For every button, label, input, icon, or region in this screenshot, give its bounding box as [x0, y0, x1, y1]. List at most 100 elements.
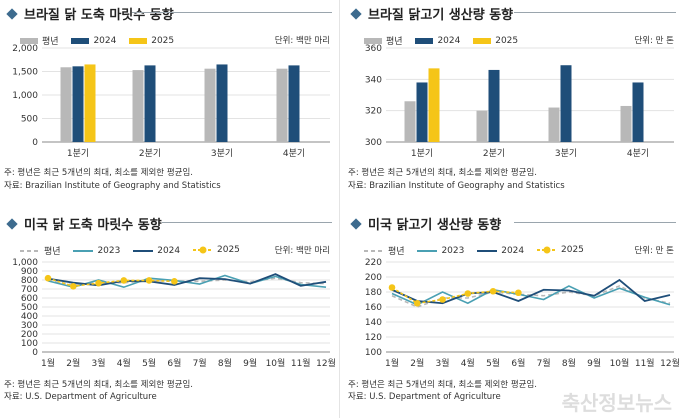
y-tick-label: 400 — [21, 312, 38, 322]
x-tick-label: 1분기 — [67, 148, 89, 159]
x-tick-label: 4분기 — [283, 148, 305, 159]
x-tick-label: 3분기 — [211, 148, 233, 159]
bar — [416, 82, 428, 142]
y-tick-label: 900 — [21, 267, 38, 277]
y-tick-label: 220 — [365, 258, 382, 268]
bar — [204, 68, 216, 142]
data-point — [95, 279, 102, 287]
y-tick-label: 2,000 — [12, 44, 38, 54]
y-tick-label: 100 — [21, 339, 38, 349]
data-point — [44, 274, 52, 282]
x-tick-label: 1분기 — [411, 148, 433, 159]
legend: 평년 2023 2024 2025 — [364, 244, 594, 257]
bar — [404, 101, 416, 142]
y-tick-label: 200 — [21, 330, 38, 340]
panel-title: 브라질 닭 도축 마릿수 동향 — [4, 4, 174, 23]
bar — [72, 66, 84, 142]
y-tick-label: 100 — [365, 348, 382, 358]
x-tick-label: 7월 — [537, 357, 551, 369]
footnote: 주: 평년은 최근 5개년의 최대, 최소를 제외한 평균임. — [4, 380, 193, 390]
y-tick-label: 300 — [365, 138, 382, 148]
legend-item-normal: 평년 — [364, 247, 405, 257]
line-chart-us-production: 100 120 140 160 180 200 220 1월 2월 3월 4월 5월 6월 7월 8월 9월 1… — [365, 258, 680, 369]
unit-label: 단위: 만 톤 — [634, 246, 674, 256]
legend-item-2024: 2024 — [477, 245, 525, 256]
x-tick-label: 3월 — [436, 357, 450, 369]
bar — [84, 64, 96, 142]
panel-title-text: 브라질 닭 도축 마릿수 동향 — [24, 8, 174, 23]
y-tick-label: 1,000 — [12, 258, 38, 268]
data-point — [120, 277, 128, 284]
series-line — [47, 277, 175, 288]
x-tick-label: 10월 — [266, 357, 286, 369]
source-note: 자료: Brazilian Institute of Geography and… — [348, 181, 565, 191]
bar — [276, 68, 288, 142]
x-tick-label: 4월 — [117, 357, 131, 369]
y-tick-label: 700 — [21, 285, 38, 295]
panel-brazil-production: 브라질 닭고기 생산량 동향 평년 2024 2025 단위: 만 톤 300 3… — [344, 0, 680, 205]
bar — [60, 67, 72, 142]
footnote: 주: 평년은 최근 5개년의 최대, 최소를 제외한 평균임. — [4, 168, 193, 178]
x-tick-label: 4분기 — [627, 148, 649, 159]
y-tick-label: 320 — [365, 107, 382, 117]
y-tick-label: 200 — [365, 273, 382, 283]
panel-title: 미국 닭 도축 마릿수 동향 — [4, 214, 162, 233]
x-tick-label: 5월 — [142, 357, 156, 369]
series-line — [391, 286, 519, 305]
bar — [476, 110, 488, 142]
data-point — [439, 296, 446, 303]
x-tick-label: 4월 — [461, 357, 475, 369]
y-tick-label: 1,500 — [12, 68, 38, 78]
panel-divider — [339, 0, 340, 418]
bar — [548, 107, 560, 142]
legend-item-2025: 2025 — [193, 245, 240, 255]
x-tick-label: 5월 — [486, 357, 500, 369]
y-tick-label: 300 — [21, 321, 38, 331]
legend-item-2023: 2023 — [73, 245, 121, 256]
data-point — [464, 290, 472, 297]
y-tick-label: 500 — [21, 115, 38, 125]
bar — [216, 64, 228, 142]
y-tick-label: 0 — [32, 348, 38, 358]
panel-title: 미국 닭고기 생산량 동향 — [348, 214, 501, 233]
x-tick-label: 12월 — [660, 357, 680, 369]
x-tick-label: 1월 — [385, 357, 399, 369]
x-tick-label: 11월 — [291, 357, 311, 369]
y-tick-label: 340 — [365, 75, 382, 85]
x-tick-label: 2월 — [410, 357, 424, 369]
x-tick-label: 2월 — [66, 357, 80, 369]
bar-chart-brazil-slaughter: 0 500 1,000 1,500 2,000 1분기 2분기 3분기 4분기 — [12, 44, 330, 159]
x-tick-label: 8월 — [562, 357, 576, 369]
y-tick-label: 800 — [21, 276, 38, 286]
series-line — [391, 278, 671, 305]
y-tick-label: 160 — [365, 303, 382, 313]
x-tick-label: 3분기 — [555, 148, 577, 159]
y-tick-label: 120 — [365, 333, 382, 343]
source-note: 자료: U.S. Department of Agriculture — [4, 392, 157, 402]
x-tick-label: 10월 — [610, 357, 630, 369]
y-tick-label: 1,000 — [12, 91, 38, 101]
data-point — [388, 284, 396, 291]
x-tick-label: 6월 — [167, 357, 181, 369]
unit-label: 단위: 백만 마리 — [274, 36, 330, 46]
x-tick-label: 3월 — [92, 357, 106, 369]
legend: 평년 2024 2025 — [364, 34, 528, 47]
bar — [488, 69, 500, 142]
title-rule — [514, 222, 676, 223]
y-tick-label: 600 — [21, 294, 38, 304]
bar — [560, 65, 572, 142]
panel-title: 브라질 닭고기 생산량 동향 — [348, 4, 513, 23]
bar — [288, 65, 300, 142]
legend: 평년 2024 2025 — [20, 34, 184, 47]
series-line — [391, 285, 671, 306]
legend-item-normal: 평년 — [20, 247, 61, 257]
x-tick-label: 8월 — [218, 357, 232, 369]
x-tick-label: 1월 — [41, 357, 55, 369]
x-tick-label: 12월 — [316, 357, 336, 369]
x-tick-label: 9월 — [243, 357, 257, 369]
panel-us-slaughter: 미국 닭 도축 마릿수 동향 평년 2023 2024 2025 단위: 백만 … — [0, 210, 336, 415]
bar — [428, 68, 440, 142]
bar — [632, 82, 644, 142]
legend-item-2023: 2023 — [417, 245, 465, 256]
